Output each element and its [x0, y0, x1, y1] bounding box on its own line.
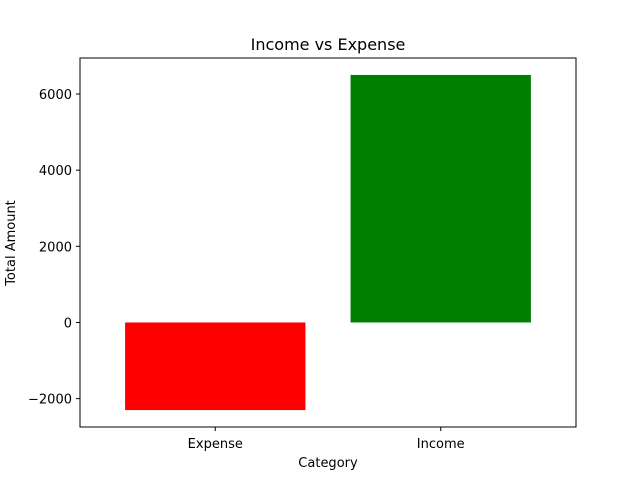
- y-tick-label: 0: [64, 316, 72, 331]
- y-tick-label: 2000: [39, 240, 72, 255]
- x-axis-label: Category: [298, 456, 358, 471]
- x-tick-label-income: Income: [417, 437, 465, 452]
- y-axis-label: Total Amount: [4, 200, 19, 287]
- chart-title: Income vs Expense: [251, 35, 406, 54]
- y-axis-ticks: −2000 0 2000 4000 6000: [28, 88, 80, 408]
- y-tick-label: 4000: [39, 164, 72, 179]
- bar-expense: [125, 322, 306, 411]
- bars-group: [125, 74, 531, 411]
- y-tick-label: 6000: [39, 88, 72, 103]
- x-tick-label-expense: Expense: [188, 437, 243, 452]
- y-tick-label: −2000: [28, 393, 72, 408]
- x-axis-ticks: Expense Income: [188, 427, 465, 452]
- bar-income: [350, 74, 531, 323]
- plot-area-frame: [79, 57, 577, 428]
